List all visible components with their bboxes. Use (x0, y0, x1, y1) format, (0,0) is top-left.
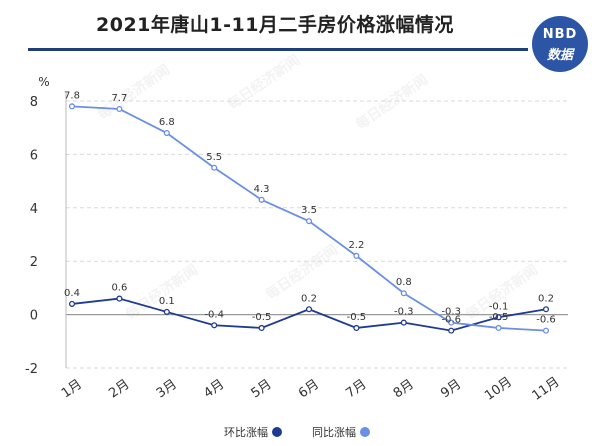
y-axis-unit: % (38, 75, 49, 89)
watermark-text: 每日经济新闻 (123, 261, 202, 323)
x-tick-label: 10月 (482, 375, 515, 404)
y-tick-label: 2 (30, 255, 38, 270)
data-label: 6.8 (159, 117, 175, 128)
data-label: 0.4 (64, 288, 80, 299)
watermark-text: 每日经济新闻 (225, 51, 304, 113)
data-point (116, 105, 123, 113)
x-tick-label: 3月 (154, 377, 180, 401)
data-point (163, 129, 170, 137)
data-label: 0.2 (538, 293, 554, 304)
x-tick-label: 7月 (343, 377, 369, 401)
data-point (211, 322, 218, 329)
x-tick-label: 6月 (296, 377, 322, 401)
x-tick-label: 8月 (391, 377, 417, 401)
legend-label: 环比涨幅 (224, 426, 268, 439)
data-point (400, 290, 407, 297)
data-point (448, 327, 455, 334)
data-label: 7.7 (111, 93, 127, 104)
data-label: 4.3 (254, 184, 270, 195)
data-point (163, 308, 170, 315)
watermark-text: 每日经济新闻 (95, 61, 174, 123)
data-point (542, 327, 550, 334)
data-label: 2.2 (348, 240, 364, 251)
y-axis: % -2 0 2 4 6 8 (25, 75, 67, 377)
data-point (305, 218, 313, 225)
x-tick-label: 2月 (106, 377, 132, 401)
data-label: -0.3 (394, 307, 414, 318)
data-label: 5.5 (206, 152, 222, 163)
x-axis: 1月 2月 3月 4月 5月 6月 7月 8月 9月 10月 11月 (59, 375, 562, 404)
legend-marker (272, 427, 282, 437)
logo-text-bottom: 数据 (546, 48, 573, 63)
data-point (495, 314, 502, 321)
data-label: -0.6 (536, 315, 556, 326)
y-tick-label: 6 (30, 148, 38, 163)
x-tick-label: 1月 (59, 377, 85, 401)
data-point (400, 319, 407, 326)
y-tick-label: 8 (30, 95, 38, 110)
data-label: 0.2 (301, 293, 317, 304)
x-tick-label: 9月 (438, 377, 464, 401)
data-label: -0.6 (441, 315, 461, 326)
data-label: -0.1 (489, 301, 509, 312)
y-tick-label: -2 (25, 362, 38, 377)
gridlines (66, 100, 568, 369)
legend-label: 同比涨幅 (312, 426, 356, 439)
series-lines (68, 103, 550, 334)
data-point (448, 319, 455, 326)
data-label: -0.4 (204, 309, 224, 320)
data-point (68, 300, 76, 307)
chart-title: 2021年唐山1-11月二手房价格涨幅情况 (96, 14, 454, 36)
data-label: 0.6 (111, 283, 127, 294)
data-label: 3.5 (301, 205, 317, 216)
y-tick-label: 4 (30, 202, 38, 217)
data-point (68, 103, 76, 110)
data-point (353, 252, 360, 259)
data-label: -0.5 (489, 312, 509, 323)
data-point (542, 306, 550, 313)
data-point (495, 324, 502, 332)
x-tick-label: 5月 (249, 377, 275, 401)
data-label: 7.8 (64, 90, 80, 101)
nbd-logo: NBD 数据 (532, 16, 588, 72)
data-label: 0.1 (159, 296, 175, 307)
data-point (211, 164, 218, 171)
data-labels: 0.4 0.60.1-0.4 -0.50.2-0.5 -0.3-0.6-0.10.27… (64, 90, 556, 325)
data-point (116, 295, 123, 302)
data-point (258, 324, 265, 332)
data-label: -0.5 (252, 312, 272, 323)
data-point (353, 324, 360, 332)
data-label: 0.8 (396, 277, 412, 288)
y-tick-label: 0 (30, 309, 38, 324)
legend: 环比涨幅 同比涨幅 (224, 426, 370, 439)
data-label: -0.3 (441, 307, 461, 318)
logo-text-top: NBD (542, 27, 578, 42)
title-underline (28, 48, 528, 51)
watermark-text: 每日经济新闻 (353, 71, 432, 133)
x-tick-label: 4月 (201, 377, 227, 401)
legend-marker (360, 427, 370, 437)
x-tick-label: 11月 (530, 375, 563, 404)
data-point (305, 306, 313, 313)
data-label: -0.5 (347, 312, 367, 323)
data-point (258, 196, 265, 203)
